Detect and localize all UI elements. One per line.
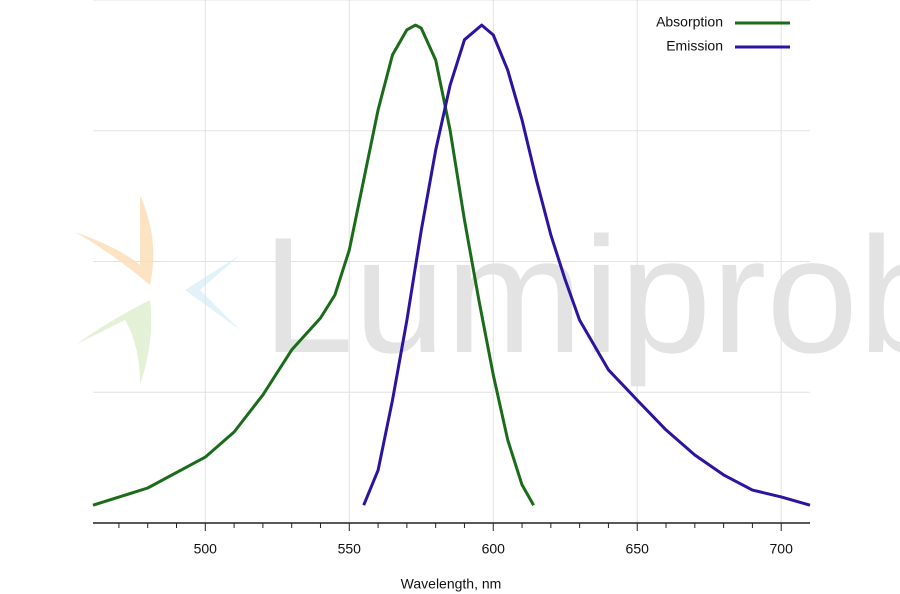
watermark: Lumiprobe [262, 203, 900, 387]
watermark-logo [75, 195, 240, 385]
x-tick-label: 700 [770, 541, 794, 557]
x-tick-label: 500 [194, 541, 218, 557]
legend-label: Emission [666, 38, 723, 54]
x-tick-label: 600 [482, 541, 506, 557]
series-line [362, 23, 811, 507]
x-axis-label: Wavelength, nm [401, 576, 502, 592]
series-line [92, 23, 535, 507]
legend-label: Absorption [656, 14, 723, 30]
x-tick-label: 550 [338, 541, 362, 557]
x-tick-label: 650 [626, 541, 650, 557]
